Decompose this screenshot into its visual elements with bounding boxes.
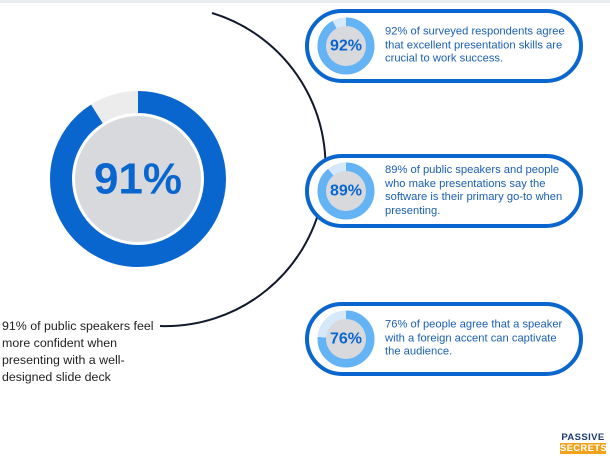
- stat-donut-value: 92%: [330, 38, 362, 55]
- stat-text: 89% of public speakers and people who ma…: [385, 163, 563, 217]
- stat-donut-value: 76%: [330, 331, 362, 348]
- stat-donut-value: 89%: [330, 183, 362, 200]
- main-caption: 91% of public speakers feel more confide…: [2, 319, 154, 384]
- stat-donut-inner: [326, 26, 366, 66]
- passive-secrets-logo: PASSIVE SECRETS: [560, 432, 607, 454]
- stat-text: 92% of surveyed respondents agree that e…: [385, 25, 565, 65]
- stat-donut: 76%: [317, 310, 375, 368]
- main-donut-inner: [75, 116, 201, 242]
- logo-text-top: PASSIVE: [561, 432, 605, 443]
- stat-donut-arc: [317, 17, 375, 75]
- stat-card: 76% 76% of people agree that a speaker w…: [305, 302, 583, 376]
- logo-text-bottom: SECRETS: [560, 443, 607, 454]
- stat-card: 89% 89% of public speakers and people wh…: [305, 154, 583, 228]
- stat-donut-arc: [317, 162, 375, 220]
- main-donut-value: 91%: [94, 155, 182, 204]
- stat-text: 76% of people agree that a speaker with …: [385, 318, 563, 358]
- main-donut-arc: [50, 91, 226, 267]
- stat-donut: 92%: [317, 17, 375, 75]
- top-rule: [0, 0, 610, 3]
- stat-donut: 89%: [317, 162, 375, 220]
- stat-donut-inner: [326, 319, 366, 359]
- stat-donut-arc: [317, 310, 375, 368]
- stat-card: 92% 92% of surveyed respondents agree th…: [305, 9, 583, 83]
- stat-donut-inner: [326, 171, 366, 211]
